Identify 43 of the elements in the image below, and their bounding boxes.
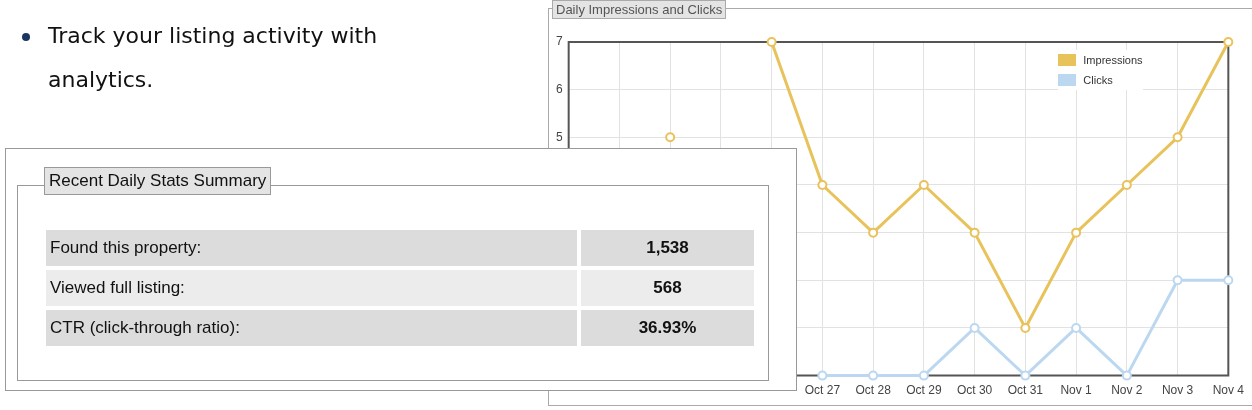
text: Recent Daily Stats Summary (44, 167, 272, 195)
x-tick-label: Oct 28 (855, 383, 892, 398)
point (1121, 370, 1132, 381)
text: Track your listing activity with analytics. (48, 23, 378, 92)
annotation: 1,538 (645, 237, 690, 259)
point (969, 227, 980, 238)
y-tick-label: 6 (555, 81, 563, 96)
annotation: 568 (652, 277, 683, 299)
legend-label: Impressions (1083, 54, 1143, 66)
point (1020, 322, 1031, 333)
point (868, 370, 879, 381)
point (1071, 227, 1082, 238)
text: Viewed full listing: (49, 277, 186, 299)
point (766, 37, 777, 47)
point (1071, 322, 1082, 333)
point (1223, 37, 1234, 47)
x-tick-label: Oct 27 (804, 383, 841, 398)
x-tick-label: Oct 30 (956, 383, 993, 398)
point (1121, 179, 1132, 190)
point (868, 227, 879, 238)
point (665, 132, 676, 143)
annotation: 36.93% (637, 317, 698, 339)
chart-title: Daily Impressions and Clicks (552, 0, 727, 19)
point (918, 179, 929, 190)
legend-label: Clicks (1083, 74, 1113, 86)
y-tick-label: 5 (555, 129, 563, 144)
text: CTR (click-through ratio): (49, 317, 241, 339)
point (817, 370, 828, 381)
x-tick-label: Nov 1 (1060, 383, 1093, 398)
x-tick-label: Nov 3 (1161, 383, 1194, 398)
x-tick-label: Oct 29 (906, 383, 942, 398)
y-tick-label: 7 (555, 34, 563, 49)
point (969, 322, 980, 333)
point (1172, 132, 1183, 143)
point (1172, 275, 1183, 286)
point (1020, 370, 1031, 381)
point (817, 179, 828, 190)
point (1223, 275, 1234, 286)
point (918, 370, 929, 381)
text: Found this property: (49, 237, 203, 259)
x-tick-label: Nov 4 (1212, 383, 1245, 398)
x-tick-label: Oct 31 (1007, 383, 1044, 398)
x-tick-label: Nov 2 (1111, 383, 1143, 398)
